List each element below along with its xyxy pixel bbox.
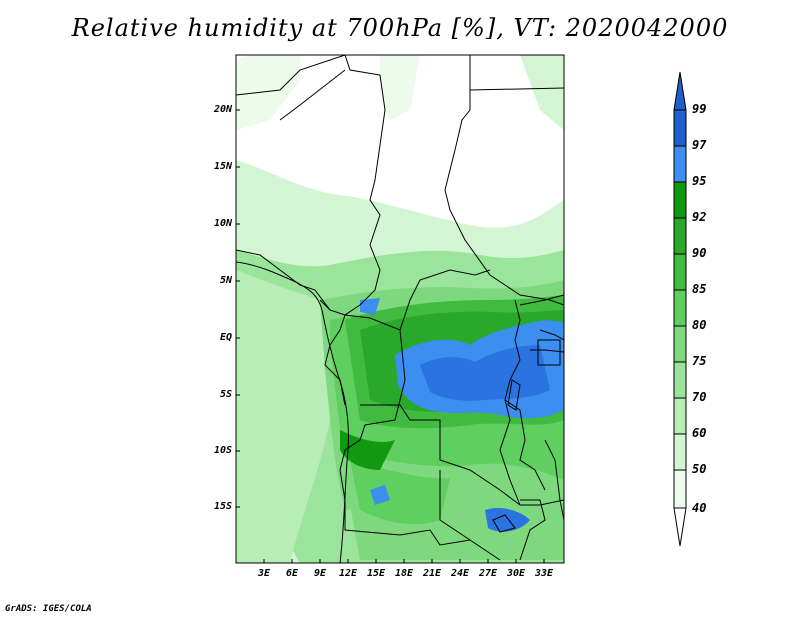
lon-label: 3E (257, 568, 271, 579)
coastline (236, 261, 349, 563)
lon-label: 21E (422, 568, 442, 579)
chart-title: Relative humidity at 700hPa [%], VT: 202… (71, 14, 729, 42)
lake-victoria (537, 339, 561, 366)
colorbar-label: 50 (692, 462, 707, 476)
lon-label: 9E (313, 568, 327, 579)
lat-label: EQ (219, 332, 232, 343)
lon-label: 18E (394, 568, 414, 579)
colorbar-label: 85 (692, 282, 707, 296)
colorbar-label: 75 (692, 354, 707, 368)
lat-ticks (236, 109, 240, 508)
lon-ticks (263, 559, 545, 563)
lat-label: 15N (213, 161, 232, 172)
colorbar-top-arrow (673, 71, 687, 111)
lat-label: 10S (213, 445, 232, 456)
lon-label: 12E (338, 568, 358, 579)
colorbar-label: 97 (692, 138, 707, 152)
lake-kariba (492, 514, 516, 533)
colorbar-label: 60 (692, 426, 707, 440)
colorbar-label: 40 (692, 501, 707, 515)
colorbar-label: 95 (692, 174, 707, 188)
colorbar-label: 70 (692, 390, 707, 404)
colorbar-label: 92 (692, 210, 707, 224)
lon-label: 30E (506, 568, 526, 579)
country-borders (236, 55, 564, 561)
lat-label: 5N (219, 275, 232, 286)
lat-label: 20N (213, 104, 232, 115)
map-frame (235, 54, 565, 564)
colorbar-label: 90 (692, 246, 707, 260)
lon-label: 33E (534, 568, 554, 579)
lon-label: 24E (450, 568, 470, 579)
lon-label: 6E (285, 568, 299, 579)
lat-label: 15S (213, 501, 232, 512)
lon-label: 27E (478, 568, 498, 579)
lat-label: 5S (219, 389, 232, 400)
lake-tanganyika (507, 379, 521, 411)
colorbar-bottom-arrow (673, 507, 687, 547)
colorbar (673, 71, 687, 547)
credit-text: GrADS: IGES/COLA (5, 604, 92, 614)
humidity-field (236, 55, 564, 563)
colorbar-label: 99 (692, 102, 707, 116)
lat-label: 10N (213, 218, 232, 229)
lon-label: 15E (366, 568, 386, 579)
colorbar-label: 80 (692, 318, 707, 332)
